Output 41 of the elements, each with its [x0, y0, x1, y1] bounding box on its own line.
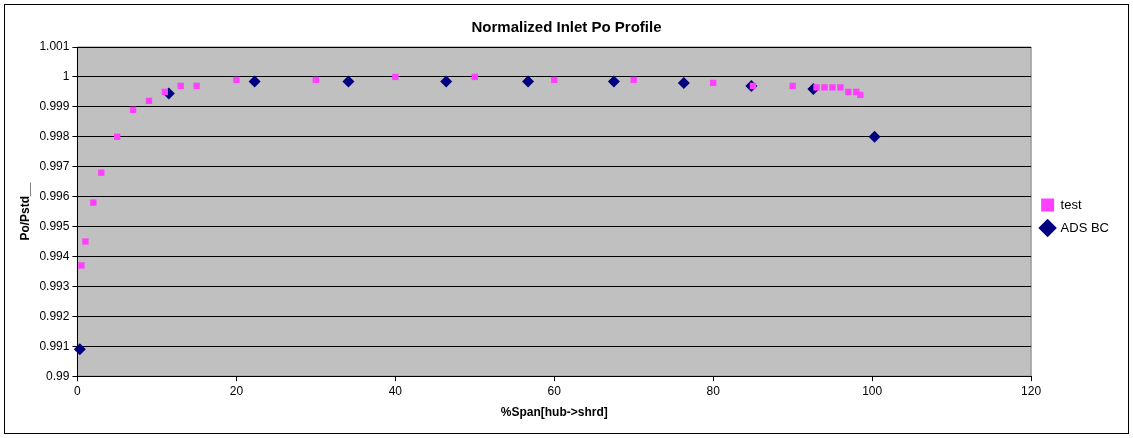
point — [677, 76, 690, 89]
point — [342, 75, 355, 88]
x-tick-label: 40 — [388, 383, 403, 398]
x-tick-label: 0 — [74, 383, 82, 398]
point — [193, 82, 200, 90]
point — [440, 75, 453, 88]
legend-label: test — [1060, 196, 1082, 212]
point — [392, 73, 399, 81]
y-tick-label: 0.991 — [39, 338, 70, 353]
point — [868, 130, 881, 143]
y-tick-label: 0.99 — [46, 368, 70, 383]
y-tick-label: 0.998 — [39, 129, 70, 144]
point — [829, 84, 836, 91]
x-tick-label: 120 — [1021, 383, 1042, 398]
y-tick-label: 0.994 — [39, 248, 70, 263]
point — [233, 76, 240, 84]
legend-label: ADS BC — [1060, 219, 1110, 235]
point — [73, 343, 86, 356]
x-tick-label: 100 — [862, 383, 883, 398]
y-axis-title: Po/Pstd__ — [17, 182, 32, 241]
point — [522, 75, 535, 88]
y-tick-label: 1.001 — [39, 39, 70, 54]
y-tick-label: 1 — [62, 69, 70, 84]
x-tick-label: 20 — [229, 383, 244, 398]
x-tick-label: 60 — [547, 383, 562, 398]
x-tick-label: 80 — [706, 383, 721, 398]
point — [607, 75, 620, 88]
x-axis-title: %Span[hub->shrd] — [500, 405, 608, 420]
point — [78, 262, 85, 269]
y-tick-label: 0.995 — [39, 218, 70, 233]
y-tick-label: 0.999 — [39, 99, 70, 114]
y-tick-label: 0.997 — [39, 159, 70, 174]
point — [821, 84, 828, 91]
point — [837, 84, 844, 91]
point — [248, 75, 261, 88]
point — [82, 238, 89, 245]
y-tick-label: 0.996 — [39, 188, 70, 203]
y-tick-label: 0.992 — [39, 308, 70, 323]
chart-title: Normalized Inlet Po Profile — [471, 18, 662, 36]
point — [90, 199, 97, 206]
y-tick-label: 0.993 — [39, 278, 70, 293]
